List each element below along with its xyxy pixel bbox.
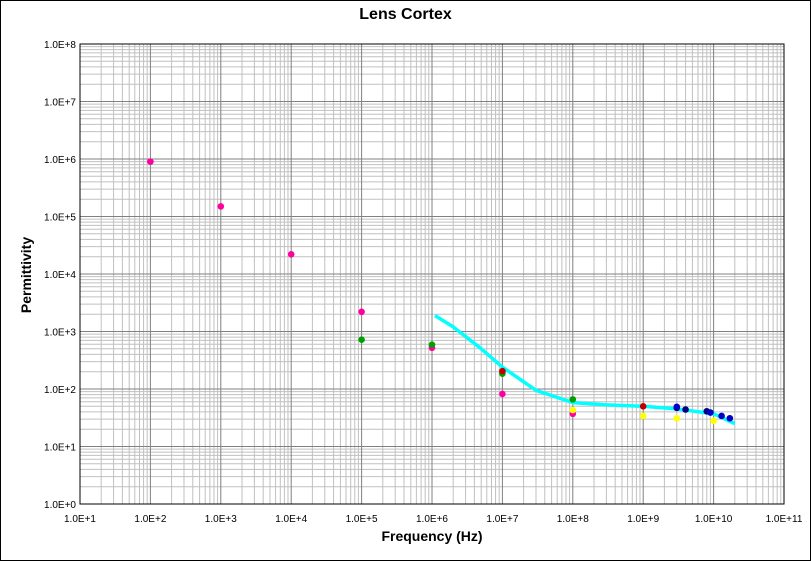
y-tick-label: 1.0E+7 — [44, 98, 76, 109]
x-tick-label: 1.0E+7 — [486, 514, 518, 525]
data-point — [673, 403, 681, 411]
x-tick-label: 1.0E+3 — [205, 514, 237, 525]
data-point — [673, 414, 681, 422]
data-point — [499, 390, 506, 398]
y-tick-labels: 1.0E+0 1.0E+1 1.0E+2 1.0E+3 1.0E+4 1.0E+5 1.0E… — [44, 40, 76, 511]
x-tick-label: 1.0E+5 — [346, 514, 378, 525]
y-tick-label: 1.0E+6 — [44, 155, 76, 166]
y-tick-label: 1.0E+2 — [44, 385, 76, 396]
data-point — [428, 341, 436, 348]
x-tick-labels: 1.0E+1 1.0E+2 1.0E+3 1.0E+4 1.0E+5 1.0E+6 1.0E… — [64, 514, 803, 525]
data-point — [569, 396, 577, 403]
y-tick-label: 1.0E+3 — [44, 328, 76, 339]
data-points — [147, 158, 734, 425]
data-point — [718, 412, 725, 420]
y-tick-label: 1.0E+0 — [44, 500, 76, 511]
data-point — [569, 406, 577, 414]
data-point — [710, 417, 717, 425]
y-tick-label: 1.0E+4 — [44, 270, 76, 281]
plot-area — [79, 43, 785, 505]
y-tick-label: 1.0E+8 — [44, 40, 76, 51]
data-point — [147, 158, 154, 165]
data-point — [499, 367, 506, 375]
data-point — [287, 251, 295, 258]
data-point — [358, 336, 365, 344]
x-tick-label: 1.0E+6 — [416, 514, 448, 525]
x-axis-label: Frequency (Hz) — [381, 528, 483, 544]
major-gridlines — [79, 43, 785, 505]
y-tick-label: 1.0E+5 — [44, 213, 76, 224]
data-point — [639, 403, 647, 410]
x-tick-label: 1.0E+2 — [134, 514, 166, 525]
data-point — [358, 308, 365, 316]
data-point — [682, 406, 689, 413]
chart-title: Lens Cortex — [359, 6, 452, 23]
x-tick-label: 1.0E+8 — [557, 514, 589, 525]
data-point — [217, 203, 225, 210]
x-tick-label: 1.0E+10 — [695, 514, 733, 525]
x-tick-label: 1.0E+9 — [627, 514, 659, 525]
x-tick-label: 1.0E+11 — [766, 514, 803, 525]
data-point — [726, 414, 734, 422]
data-point — [639, 412, 647, 420]
data-point — [707, 409, 714, 416]
x-tick-label: 1.0E+1 — [64, 514, 96, 525]
y-tick-label: 1.0E+1 — [44, 443, 76, 454]
x-tick-label: 1.0E+4 — [275, 514, 307, 525]
